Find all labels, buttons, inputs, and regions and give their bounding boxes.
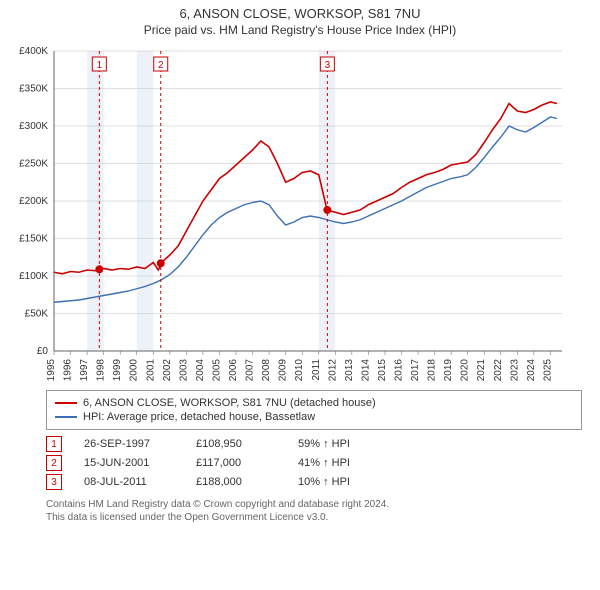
transaction-date: 15-JUN-2001 (84, 457, 174, 469)
footer: Contains HM Land Registry data © Crown c… (46, 498, 582, 524)
transaction-badge: 2 (46, 455, 62, 471)
transaction-row: 2 15-JUN-2001 £117,000 41% ↑ HPI (46, 455, 582, 471)
transaction-relative: 10% ↑ HPI (298, 476, 350, 488)
svg-text:2011: 2011 (311, 359, 322, 381)
svg-text:2005: 2005 (211, 359, 222, 381)
svg-text:2013: 2013 (344, 359, 355, 381)
svg-text:2007: 2007 (245, 359, 256, 381)
title-main: 6, ANSON CLOSE, WORKSOP, S81 7NU (0, 6, 600, 21)
legend: 6, ANSON CLOSE, WORKSOP, S81 7NU (detach… (46, 390, 582, 430)
svg-text:2024: 2024 (526, 359, 537, 381)
svg-text:2009: 2009 (278, 359, 289, 381)
svg-text:2008: 2008 (261, 359, 272, 381)
svg-text:£50K: £50K (25, 309, 49, 320)
legend-label: 6, ANSON CLOSE, WORKSOP, S81 7NU (detach… (83, 397, 376, 409)
transaction-date: 08-JUL-2011 (84, 476, 174, 488)
svg-text:2020: 2020 (460, 359, 471, 381)
svg-text:1996: 1996 (63, 359, 74, 381)
svg-text:2006: 2006 (228, 359, 239, 381)
svg-text:1997: 1997 (79, 359, 90, 381)
legend-swatch (55, 416, 77, 418)
svg-text:2004: 2004 (195, 359, 206, 381)
svg-text:2019: 2019 (443, 359, 454, 381)
legend-row-hpi: HPI: Average price, detached house, Bass… (55, 411, 573, 423)
transaction-price: £188,000 (196, 476, 276, 488)
svg-text:£400K: £400K (19, 46, 48, 57)
svg-text:£250K: £250K (19, 159, 48, 170)
svg-text:2: 2 (158, 60, 164, 71)
footer-line: Contains HM Land Registry data © Crown c… (46, 498, 582, 511)
svg-text:2010: 2010 (294, 359, 305, 381)
svg-text:2001: 2001 (145, 359, 156, 381)
svg-text:2018: 2018 (427, 359, 438, 381)
transaction-badge: 1 (46, 436, 62, 452)
svg-text:2021: 2021 (476, 359, 487, 381)
chart-svg: £0 £50K £100K £150K £200K £250K £300K £350K £400… (8, 41, 568, 381)
svg-text:£100K: £100K (19, 271, 48, 282)
chart-container: 6, ANSON CLOSE, WORKSOP, S81 7NU Price p… (0, 0, 600, 590)
svg-text:2014: 2014 (360, 359, 371, 381)
transaction-row: 3 08-JUL-2011 £188,000 10% ↑ HPI (46, 474, 582, 490)
legend-row-property: 6, ANSON CLOSE, WORKSOP, S81 7NU (detach… (55, 397, 573, 409)
svg-text:2016: 2016 (393, 359, 404, 381)
titles: 6, ANSON CLOSE, WORKSOP, S81 7NU Price p… (0, 0, 600, 41)
svg-text:£200K: £200K (19, 196, 48, 207)
legend-swatch (55, 402, 77, 404)
svg-text:£300K: £300K (19, 121, 48, 132)
transaction-badge: 3 (46, 474, 62, 490)
svg-text:1995: 1995 (46, 359, 57, 381)
transactions-table: 1 26-SEP-1997 £108,950 59% ↑ HPI 2 15-JUN-200… (46, 436, 582, 490)
transaction-relative: 59% ↑ HPI (298, 438, 350, 450)
svg-text:1999: 1999 (112, 359, 123, 381)
footer-line: This data is licensed under the Open Gov… (46, 511, 582, 524)
svg-text:2002: 2002 (162, 359, 173, 381)
title-sub: Price paid vs. HM Land Registry's House … (0, 23, 600, 37)
svg-text:2000: 2000 (129, 359, 140, 381)
svg-text:2015: 2015 (377, 359, 388, 381)
svg-text:£350K: £350K (19, 84, 48, 95)
chart: £0 £50K £100K £150K £200K £250K £300K £350K £400… (8, 41, 592, 384)
svg-text:2012: 2012 (327, 359, 338, 381)
svg-text:£150K: £150K (19, 234, 48, 245)
transaction-price: £117,000 (196, 457, 276, 469)
transaction-relative: 41% ↑ HPI (298, 457, 350, 469)
svg-text:2022: 2022 (493, 359, 504, 381)
transaction-date: 26-SEP-1997 (84, 438, 174, 450)
svg-text:1998: 1998 (96, 359, 107, 381)
svg-text:2023: 2023 (509, 359, 520, 381)
transaction-row: 1 26-SEP-1997 £108,950 59% ↑ HPI (46, 436, 582, 452)
svg-text:2025: 2025 (542, 359, 553, 381)
svg-text:£0: £0 (37, 346, 49, 357)
svg-text:2017: 2017 (410, 359, 421, 381)
legend-label: HPI: Average price, detached house, Bass… (83, 411, 315, 423)
svg-text:2003: 2003 (178, 359, 189, 381)
svg-text:1: 1 (97, 60, 103, 71)
transaction-price: £108,950 (196, 438, 276, 450)
svg-text:3: 3 (325, 60, 331, 71)
